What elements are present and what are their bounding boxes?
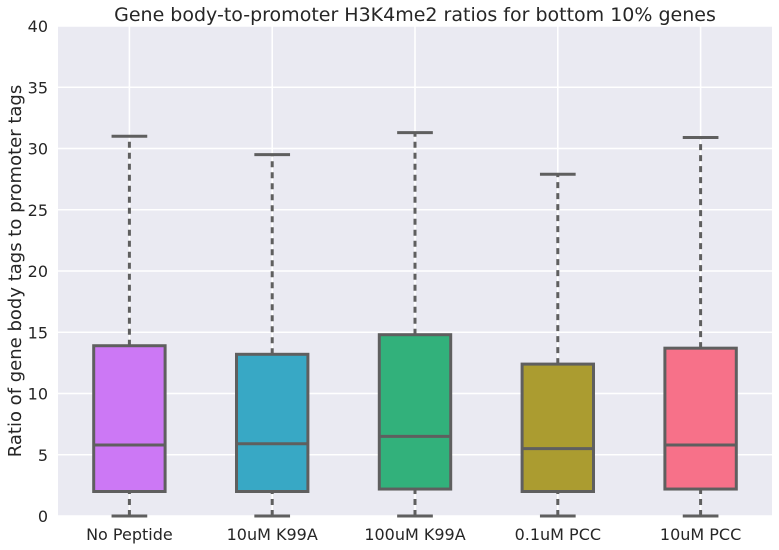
y-axis-ticks: 0 5 10 15 20 25 30 35 40 — [28, 17, 48, 526]
y-tick-label: 20 — [28, 262, 48, 281]
x-axis-ticks: No Peptide 10uM K99A 100uM K99A 0.1uM PCC 10… — [86, 525, 741, 544]
y-tick-label: 40 — [28, 17, 48, 36]
x-tick-label: 100uM K99A — [364, 525, 465, 544]
iqr-box — [235, 352, 310, 493]
chart-title: Gene body-to-promoter H3K4me2 ratios for… — [114, 4, 716, 26]
x-tick-label: 10uM K99A — [227, 525, 318, 544]
box-series — [92, 131, 738, 518]
iqr-box — [520, 362, 595, 494]
box-5 — [663, 135, 738, 518]
y-tick-label: 15 — [28, 323, 48, 342]
y-tick-label: 5 — [38, 446, 48, 465]
y-tick-label: 0 — [38, 507, 48, 526]
box-2 — [235, 153, 310, 518]
x-tick-label: No Peptide — [86, 525, 173, 544]
box-4 — [520, 172, 595, 518]
x-tick-label: 10uM PCC — [660, 525, 741, 544]
box-3 — [377, 131, 453, 518]
x-tick-label: 0.1uM PCC — [515, 525, 601, 544]
y-tick-label: 10 — [28, 385, 48, 404]
y-tick-label: 30 — [28, 140, 48, 159]
iqr-box — [92, 344, 167, 493]
box-1 — [92, 134, 167, 518]
iqr-box — [377, 333, 453, 491]
iqr-box — [663, 346, 738, 491]
y-tick-label: 25 — [28, 201, 48, 220]
y-tick-label: 35 — [28, 78, 48, 97]
y-axis-label: Ratio of gene body tags to promoter tags — [5, 85, 26, 458]
